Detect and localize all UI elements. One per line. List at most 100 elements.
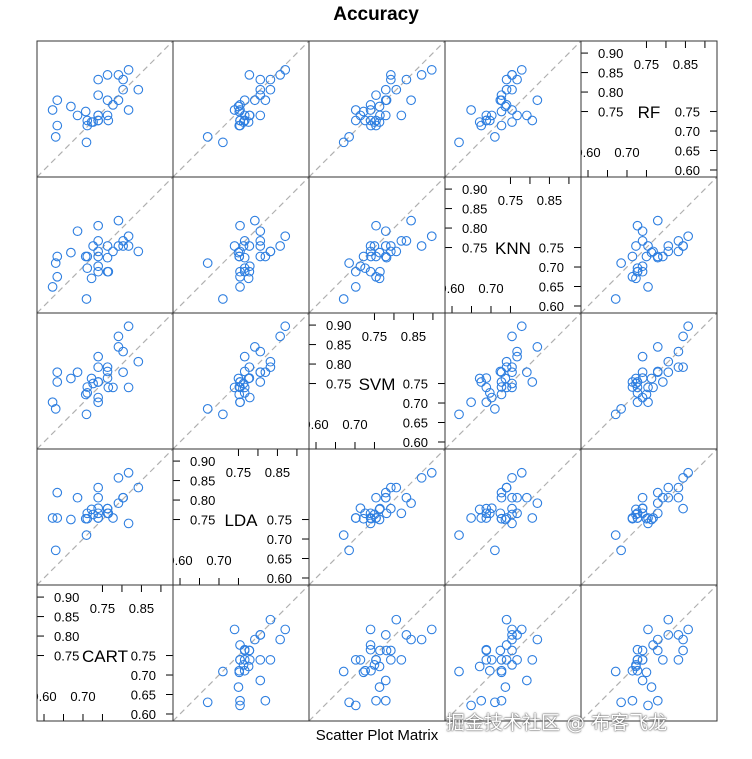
data-point [490,404,500,414]
data-point [133,482,144,493]
data-point [481,397,492,408]
data-point [93,513,104,523]
data-point [512,346,522,357]
data-point [218,666,228,677]
data-point [641,389,652,400]
data-point [673,346,684,357]
data-point [234,251,245,262]
data-point [496,367,507,378]
data-point [486,654,497,665]
data-point [260,95,271,106]
data-point [678,634,688,645]
data-point [355,503,366,514]
data-point [501,640,512,650]
data-point [239,645,250,656]
data-point [507,382,517,393]
data-point [643,624,653,635]
data-point [234,106,245,117]
data-point [103,382,114,393]
data-point [380,675,391,686]
data-point [637,226,648,237]
data-point [265,362,276,373]
data-point [234,389,245,400]
data-point [202,404,213,414]
data-point [426,624,437,635]
data-point [82,115,93,126]
data-point [275,331,286,342]
tick-label: 0.60 [439,281,464,296]
data-point [80,513,91,524]
data-point [93,266,104,277]
data-point [72,226,83,237]
data-point [374,101,385,112]
data-point [234,667,245,678]
data-point [466,105,476,115]
data-point [637,675,648,686]
data-point [81,137,92,148]
data-point [527,513,538,523]
tick-label: 0.60 [539,299,564,314]
data-point [235,105,245,115]
data-point [52,120,63,131]
data-point [652,367,663,378]
data-point [371,90,381,101]
data-point [637,503,648,514]
data-point [93,236,104,246]
data-point [371,513,381,523]
tick-label: 0.60 [403,435,428,450]
data-point [365,518,376,529]
tick-label: 0.60 [575,145,600,160]
data-point [93,351,104,362]
data-point [81,294,92,304]
data-point [108,382,118,393]
tick-label: 0.70 [206,553,231,568]
data-point [113,472,124,483]
data-point [371,271,381,282]
panel-knn-vs-rf [581,177,717,313]
data-point [637,367,648,378]
tick-label: 0.65 [403,416,428,431]
tick-label: 0.70 [342,417,367,432]
data-point [481,382,492,393]
tick-label: 0.60 [303,417,328,432]
data-point [235,377,245,387]
data-point [265,356,276,367]
data-point [652,508,663,519]
data-point [516,467,527,478]
data-point [350,513,361,523]
data-point [476,513,487,523]
reference-line [445,585,581,721]
data-point [678,645,688,656]
data-point [365,624,376,635]
data-point [380,251,391,262]
data-point [260,251,271,262]
data-point [123,231,134,242]
data-point [484,508,495,519]
data-point [683,624,694,635]
data-point [490,132,500,142]
data-point [239,351,250,362]
data-point [113,241,124,251]
data-point [501,614,512,625]
data-point [385,654,396,665]
data-point [52,251,63,262]
data-point [616,545,626,556]
data-point [366,251,376,262]
data-point [108,100,118,110]
data-point [385,241,396,251]
data-point [500,514,511,525]
data-point [93,482,104,493]
data-point [255,241,266,251]
variable-label-lda: LDA [224,511,258,530]
data-point [426,64,437,75]
data-point [93,392,104,403]
data-point [401,74,412,85]
data-point [255,236,266,246]
tick-label: 0.80 [598,85,623,100]
data-point [366,665,376,676]
tick-label: 0.90 [190,454,215,469]
tick-label: 0.65 [675,144,700,159]
watermark: 掘金技术社区 @ 布客飞龙 [446,712,668,734]
